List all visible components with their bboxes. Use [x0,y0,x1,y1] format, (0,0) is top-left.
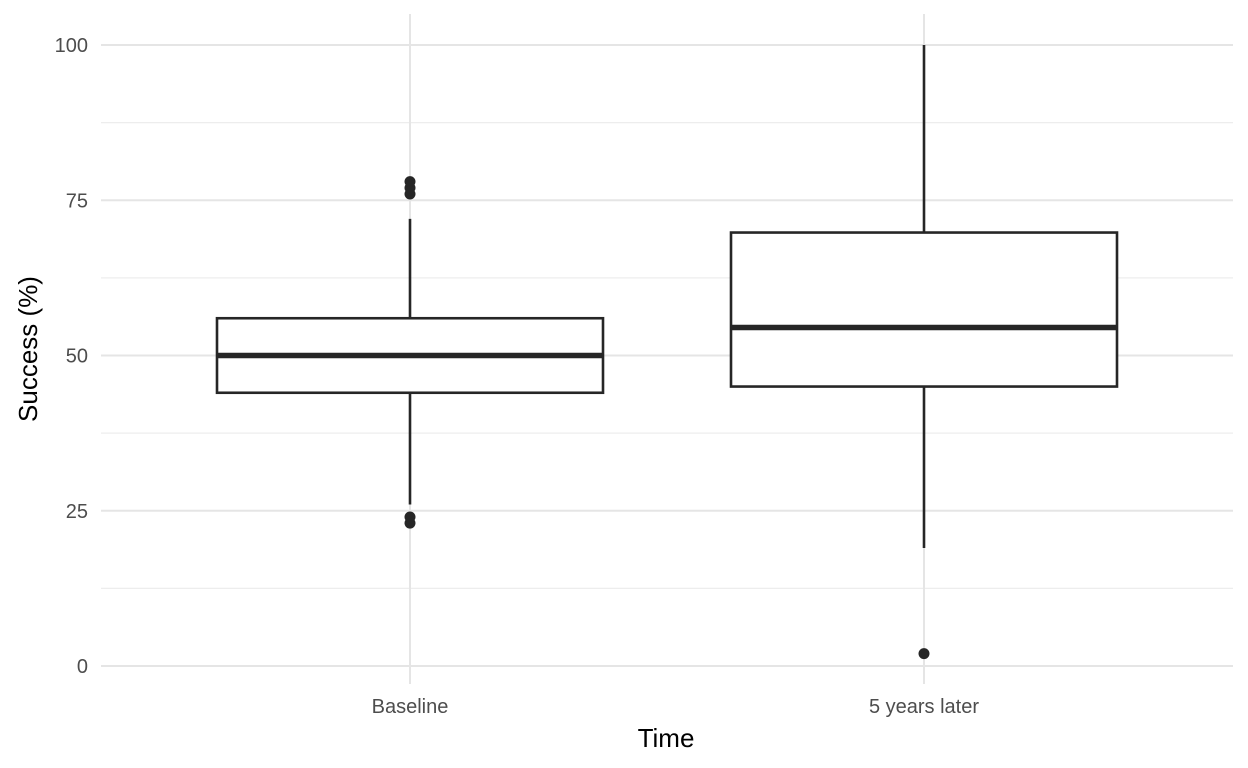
outlier-point [404,176,416,188]
y-tick-label: 0 [77,656,88,678]
y-tick-label: 75 [66,190,88,212]
box-five-years-later [729,45,1119,660]
y-axis-tick-labels: 0 25 50 75 100 [55,35,88,678]
y-tick-label: 25 [66,501,88,523]
y-tick-label: 100 [55,35,88,57]
y-tick-label: 50 [66,346,88,368]
x-axis-tick-labels: Baseline 5 years later [372,696,980,718]
interquartile-box [729,231,1119,388]
boxes [215,45,1119,660]
x-tick-label: Baseline [372,696,449,718]
box-baseline [215,176,605,529]
y-axis-title: Success (%) [13,276,43,422]
outlier-point [918,648,930,660]
x-tick-label: 5 years later [869,696,979,718]
x-axis-title: Time [638,723,695,753]
outlier-point [404,511,416,523]
